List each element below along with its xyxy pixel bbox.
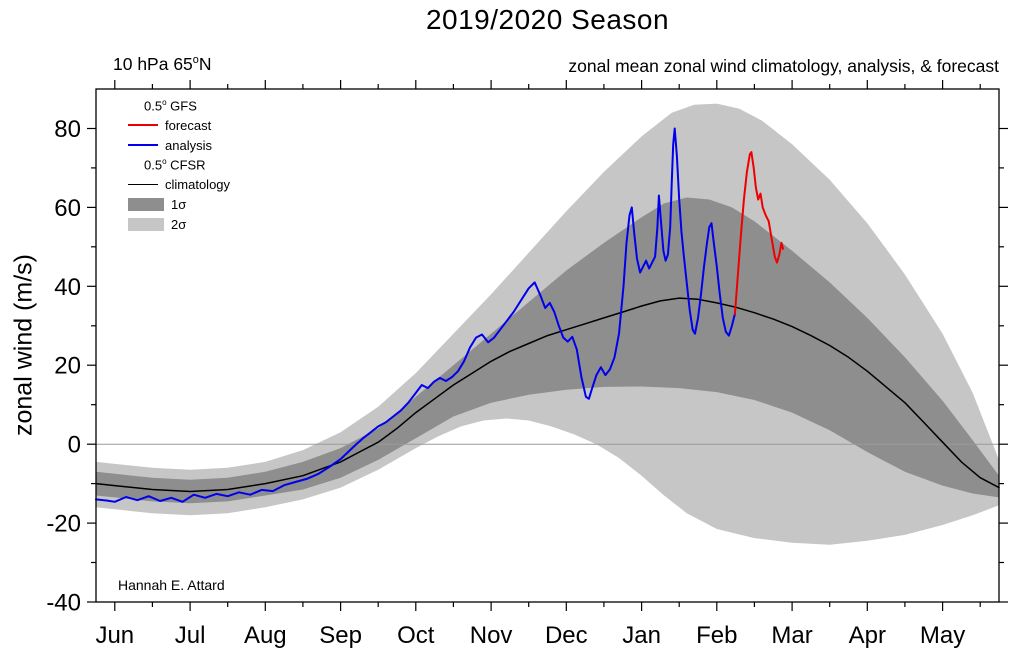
x-tick-label: Jun: [95, 622, 134, 649]
legend-gfs-header: 0.5o GFS: [128, 98, 230, 113]
page-title: 2019/2020 Season: [425, 4, 670, 35]
y-tick-label: 40: [54, 274, 81, 301]
plot-frame: [95, 88, 1000, 603]
x-tick-label: Dec: [545, 622, 588, 649]
legend-2sigma-label: 2σ: [171, 217, 187, 233]
degree-superscript: o: [192, 54, 199, 67]
y-tick-label: -20: [46, 511, 81, 538]
x-tick-label: Jan: [622, 622, 661, 649]
legend-1sigma-label: 1σ: [171, 197, 187, 213]
x-tick-label: Jul: [175, 622, 206, 649]
x-tick-label: May: [920, 622, 965, 649]
sigma1_band: [96, 197, 999, 504]
subtitle-right: zonal mean zonal wind climatology, analy…: [568, 56, 999, 76]
y-tick-label: 80: [54, 116, 81, 143]
gfs-resolution: 0.5: [144, 98, 163, 114]
cfsr-resolution: 0.5: [144, 157, 163, 173]
legend-item-2sigma: 2σ: [128, 217, 230, 233]
subtitle-left-suffix: N: [198, 54, 212, 74]
subtitle-left-text: 10 hPa 65: [113, 54, 193, 74]
x-tick-label: Apr: [849, 622, 886, 649]
y-tick-label: 60: [54, 195, 81, 222]
x-tick-label: Sep: [319, 622, 362, 649]
x-tick-label: Feb: [696, 622, 737, 649]
sigma1-swatch: [128, 198, 164, 212]
degree-superscript: o: [162, 98, 167, 107]
legend-cfsr-header: 0.5o CFSR: [128, 157, 230, 172]
x-tick-label: Aug: [244, 622, 287, 649]
legend-forecast-label: forecast: [165, 117, 212, 133]
cfsr-name: CFSR: [166, 157, 206, 173]
gfs-name: GFS: [166, 98, 197, 114]
legend-item-climatology: climatology: [128, 177, 230, 193]
legend-item-forecast: forecast: [128, 117, 230, 133]
x-tick-label: Oct: [397, 622, 435, 649]
sigma2-swatch: [128, 218, 164, 232]
legend: 0.5o GFS forecast analysis 0.5o CFSR cli…: [128, 98, 230, 233]
forecast-line-swatch: [128, 124, 158, 127]
x-tick-label: Nov: [470, 622, 513, 649]
forecast-line: [733, 151, 784, 315]
legend-climatology-label: climatology: [165, 177, 231, 193]
y-tick-label: -40: [46, 590, 81, 617]
y-tick-label: 0: [68, 432, 81, 459]
subtitle-left: 10 hPa 65oN: [113, 54, 211, 75]
legend-item-analysis: analysis: [128, 137, 230, 153]
legend-item-1sigma: 1σ: [128, 197, 230, 213]
x-tick-label: Mar: [771, 622, 812, 649]
climatology-line: [95, 297, 1000, 493]
y-tick-label: 20: [54, 353, 81, 380]
analysis-line-swatch: [128, 144, 158, 147]
analysis-line: [95, 127, 736, 503]
legend-analysis-label: analysis: [165, 137, 212, 153]
degree-superscript: o: [162, 157, 167, 167]
credit-text: Hannah E. Attard: [118, 577, 225, 593]
climatology-line-swatch: [128, 184, 158, 186]
